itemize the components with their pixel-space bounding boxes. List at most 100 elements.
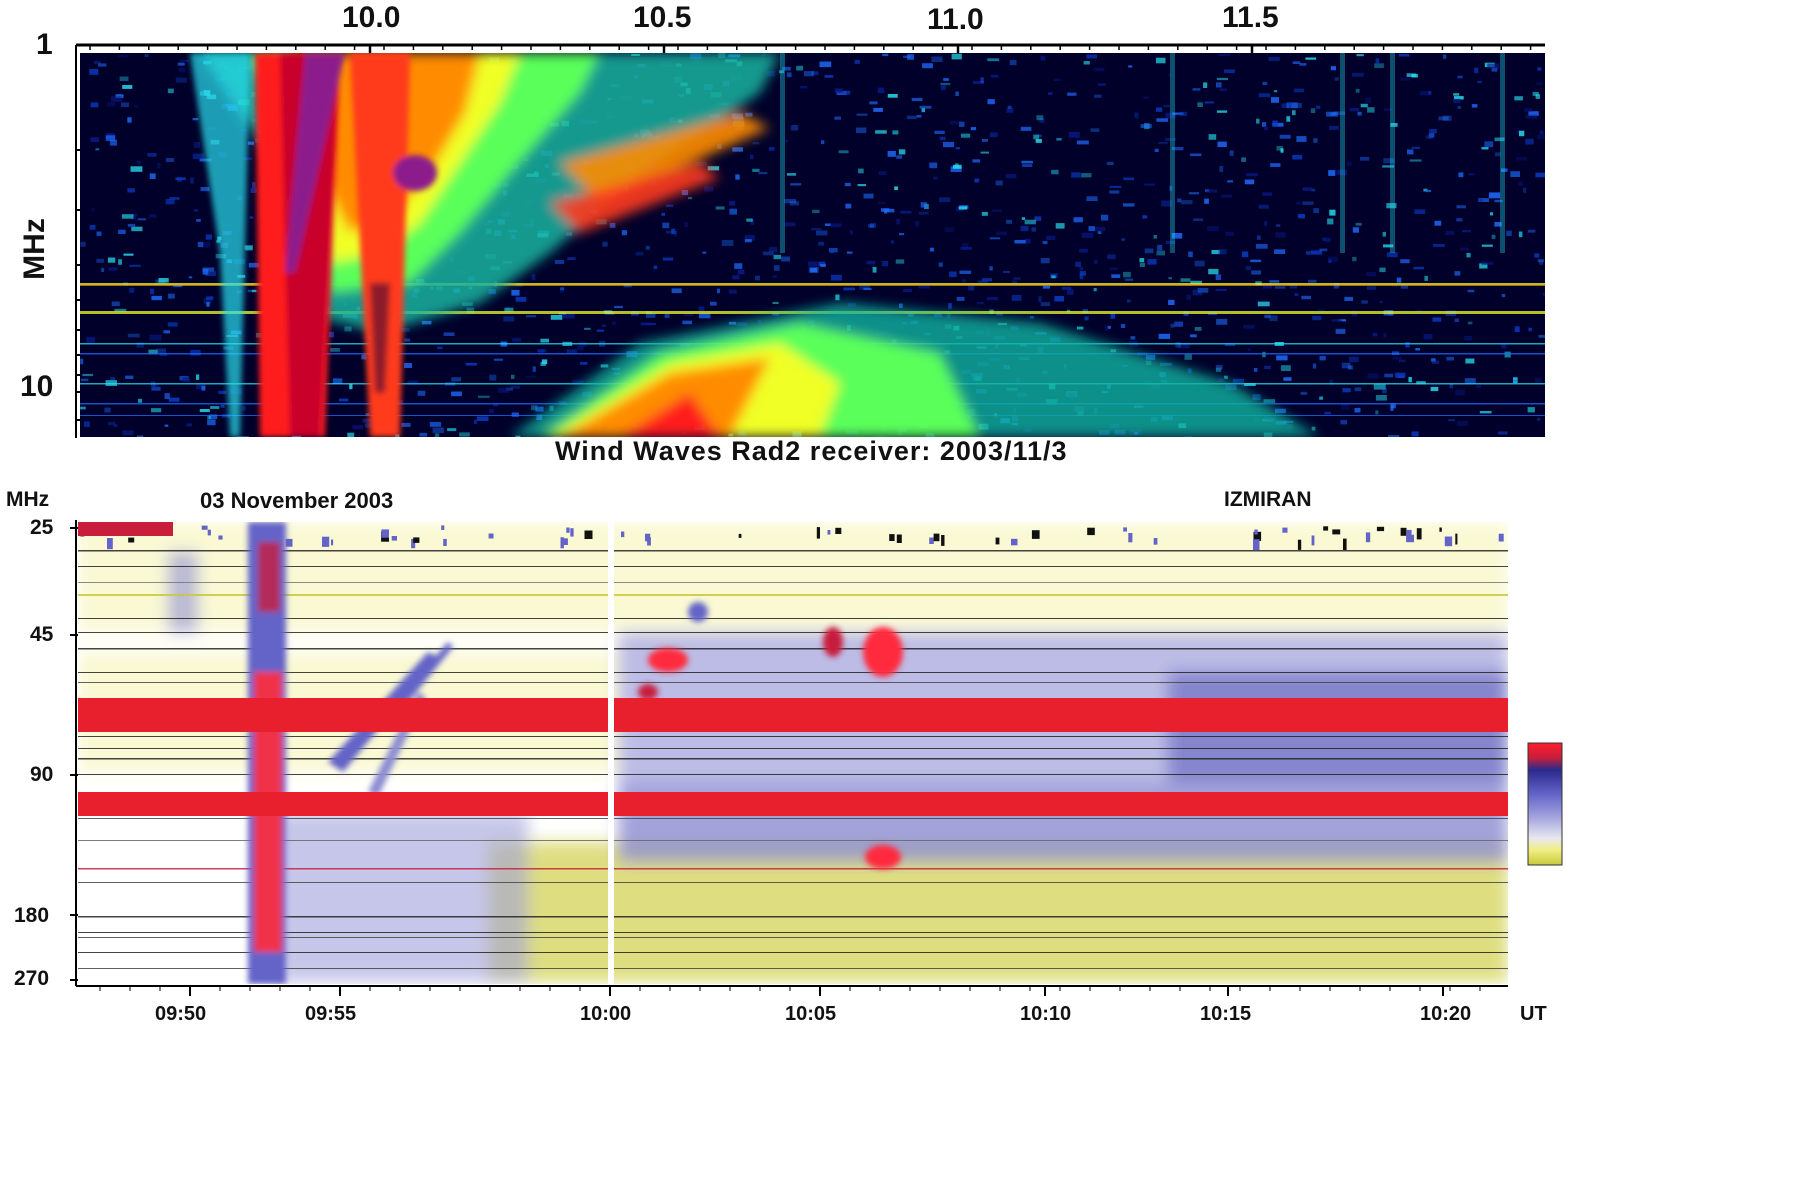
noise-speck <box>1024 238 1031 244</box>
noise-speck <box>1224 343 1236 347</box>
noise-speck <box>857 184 867 187</box>
interference-lines <box>78 525 1508 969</box>
noise-speck <box>702 251 707 254</box>
noise-speck <box>929 537 934 544</box>
noise-speck <box>511 374 515 379</box>
noise-speck <box>525 375 536 379</box>
noise-speck <box>151 408 162 413</box>
noise-speck <box>1308 279 1317 283</box>
noise-speck <box>1194 327 1202 331</box>
colorbar-gradient <box>1527 742 1563 866</box>
noise-speck <box>661 212 665 216</box>
noise-speck <box>987 58 1000 62</box>
noise-speck <box>207 419 216 426</box>
interference-line <box>80 283 1545 285</box>
noise-speck <box>206 301 210 307</box>
noise-speck <box>1262 192 1272 196</box>
noise-speck <box>1034 216 1042 221</box>
noise-speck <box>939 197 951 203</box>
noise-speck <box>1046 235 1056 240</box>
noise-speck <box>1123 177 1134 181</box>
noise-speck <box>1504 351 1511 358</box>
noise-speck <box>1535 94 1540 99</box>
noise-speck <box>769 247 778 253</box>
noise-speck <box>108 422 116 426</box>
noise-speck <box>707 166 720 171</box>
noise-speck <box>1177 343 1190 349</box>
noise-speck <box>981 211 988 216</box>
noise-speck <box>1229 150 1234 156</box>
noise-speck <box>819 61 832 68</box>
noise-speck <box>990 74 999 78</box>
noise-speck <box>1123 271 1131 278</box>
red-band-lower <box>78 792 1508 816</box>
noise-speck <box>121 214 134 219</box>
noise-speck <box>835 527 842 534</box>
noise-speck <box>1513 379 1517 382</box>
noise-speck <box>1477 80 1482 84</box>
noise-speck <box>531 274 536 281</box>
noise-speck <box>820 264 826 267</box>
noise-speck <box>976 302 984 305</box>
noise-speck <box>1255 244 1268 249</box>
noise-speck <box>746 218 753 222</box>
noise-speck <box>1224 375 1228 379</box>
noise-speck <box>1376 526 1385 532</box>
noise-speck <box>1253 368 1258 372</box>
noise-speck <box>186 423 193 427</box>
noise-speck <box>1217 141 1227 147</box>
noise-speck <box>1474 67 1479 74</box>
noise-speck <box>682 320 692 325</box>
noise-speck <box>1286 102 1298 109</box>
noise-speck <box>1037 134 1042 137</box>
noise-speck <box>1216 77 1228 81</box>
noise-speck <box>1375 410 1379 415</box>
noise-speck <box>1262 283 1272 289</box>
noise-speck <box>511 412 519 417</box>
vertical-streak <box>1390 53 1395 253</box>
noise-speck <box>80 406 86 410</box>
noise-speck <box>1097 231 1102 235</box>
noise-speck <box>1462 229 1471 233</box>
noise-speck <box>1139 258 1145 263</box>
noise-speck <box>196 219 201 222</box>
noise-speck <box>781 256 790 262</box>
noise-speck <box>786 173 797 176</box>
noise-speck <box>89 225 96 230</box>
noise-speck <box>447 428 457 432</box>
noise-speck <box>645 533 651 542</box>
noise-speck <box>941 84 946 91</box>
noise-speck <box>1379 267 1386 273</box>
noise-speck <box>1471 104 1478 108</box>
noise-speck <box>1292 110 1296 116</box>
noise-speck <box>138 398 143 403</box>
noise-speck <box>567 257 576 261</box>
noise-speck <box>1251 270 1262 275</box>
noise-speck <box>1275 232 1286 238</box>
noise-speck <box>1275 408 1286 413</box>
interference-line <box>78 594 1508 596</box>
noise-speck <box>1465 358 1475 364</box>
noise-speck <box>970 127 977 131</box>
noise-speck <box>1534 377 1542 383</box>
noise-speck <box>1247 348 1252 351</box>
noise-speck <box>82 373 94 377</box>
noise-speck <box>125 375 134 379</box>
noise-speck <box>1009 60 1017 66</box>
noise-speck <box>96 258 105 263</box>
noise-speck <box>1305 251 1311 255</box>
noise-speck <box>1383 333 1387 338</box>
noise-speck <box>1352 256 1357 262</box>
noise-speck <box>872 266 877 273</box>
noise-speck <box>1121 238 1126 241</box>
noise-speck <box>943 141 955 148</box>
noise-speck <box>1299 63 1307 66</box>
noise-speck <box>1031 530 1040 539</box>
noise-speck <box>1296 201 1302 205</box>
noise-speck <box>1111 274 1121 278</box>
noise-speck <box>560 290 564 293</box>
noise-speck <box>1268 56 1280 61</box>
noise-speck <box>959 270 972 274</box>
noise-speck <box>1384 108 1393 111</box>
noise-speck <box>1130 336 1136 340</box>
